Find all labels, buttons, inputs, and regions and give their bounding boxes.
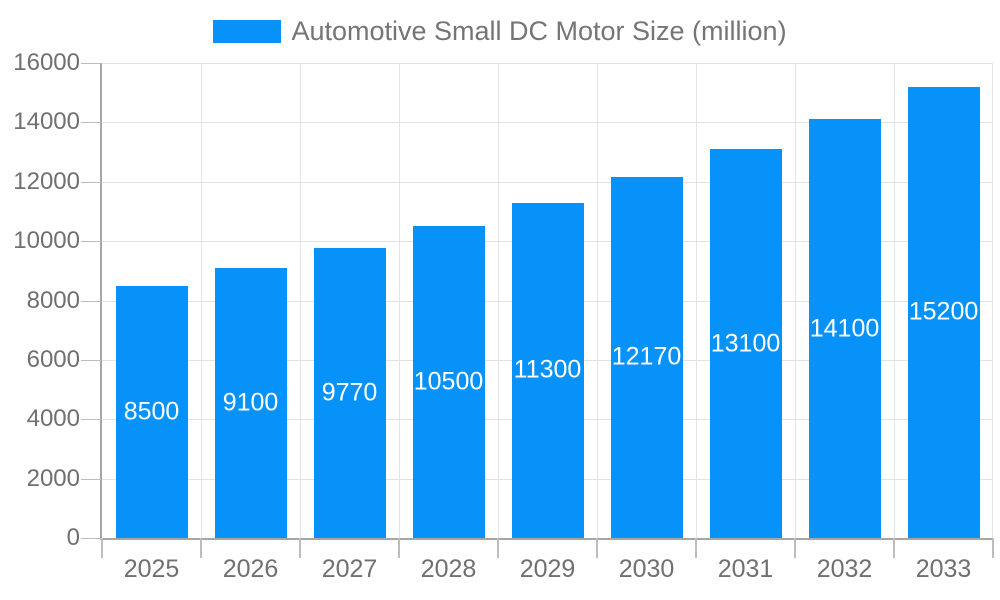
gridline-vertical bbox=[795, 63, 796, 538]
x-axis-tick bbox=[200, 538, 202, 558]
bar-value-label: 15200 bbox=[908, 297, 979, 326]
bar-value-label: 14100 bbox=[809, 314, 880, 343]
y-axis-tick-label: 12000 bbox=[13, 167, 80, 195]
plot-border-right bbox=[992, 63, 993, 538]
x-axis-tick bbox=[497, 538, 499, 558]
gridline-vertical bbox=[894, 63, 895, 538]
y-axis-tick bbox=[81, 359, 101, 361]
y-axis-tick bbox=[81, 419, 101, 421]
y-axis-tick bbox=[81, 63, 101, 64]
y-axis-tick bbox=[81, 181, 101, 183]
bar-value-label: 9770 bbox=[321, 378, 378, 407]
x-axis-tick-label: 2031 bbox=[717, 555, 774, 583]
x-axis-tick bbox=[794, 538, 796, 558]
x-axis-tick bbox=[398, 538, 400, 558]
bar-value-label: 10500 bbox=[413, 367, 484, 396]
gridline-vertical bbox=[696, 63, 697, 538]
x-axis-tick-label: 2027 bbox=[321, 555, 378, 583]
y-axis-tick bbox=[81, 478, 101, 480]
y-axis-tick bbox=[81, 241, 101, 243]
y-axis-tick-label: 14000 bbox=[13, 108, 80, 136]
y-axis-tick bbox=[81, 122, 101, 124]
plot-border-top bbox=[102, 63, 993, 64]
bar-value-label: 13100 bbox=[710, 329, 781, 358]
y-axis-tick-label: 4000 bbox=[26, 405, 80, 433]
gridline-vertical bbox=[201, 63, 202, 538]
y-axis-tick bbox=[81, 538, 101, 539]
x-axis-tick-label: 2033 bbox=[915, 555, 972, 583]
bar-value-label: 9100 bbox=[222, 388, 279, 417]
bar: 9100 bbox=[214, 267, 287, 538]
x-axis-tick-label: 2030 bbox=[618, 555, 675, 583]
y-axis-tick-label: 2000 bbox=[26, 464, 80, 492]
x-axis-tick bbox=[299, 538, 301, 558]
bar: 9770 bbox=[313, 247, 386, 538]
bar: 14100 bbox=[808, 119, 881, 538]
x-axis-tick-label: 2026 bbox=[222, 555, 279, 583]
bar-value-label: 11300 bbox=[513, 355, 582, 384]
y-axis-line bbox=[100, 63, 102, 538]
gridline-horizontal bbox=[102, 181, 993, 183]
legend-label: Automotive Small DC Motor Size (million) bbox=[291, 16, 787, 46]
y-axis-tick-label: 10000 bbox=[13, 227, 80, 255]
bar-value-label: 12170 bbox=[611, 342, 682, 371]
gridline-vertical bbox=[399, 63, 400, 538]
bar: 10500 bbox=[412, 226, 485, 538]
y-axis-tick-label: 16000 bbox=[13, 49, 80, 76]
x-axis-tick bbox=[596, 538, 598, 558]
bar: 11300 bbox=[511, 202, 584, 538]
gridline-vertical bbox=[300, 63, 301, 538]
bar: 13100 bbox=[709, 149, 782, 538]
gridline-horizontal bbox=[102, 122, 993, 124]
x-axis-tick-label: 2032 bbox=[816, 555, 873, 583]
x-axis-tick-label: 2025 bbox=[123, 555, 180, 583]
plot-area: 8500 9100 9770 10500 11300 12170 13100 14100 152… bbox=[81, 63, 994, 558]
chart-legend: Automotive Small DC Motor Size (million) bbox=[0, 15, 1000, 47]
x-axis-line bbox=[100, 538, 993, 540]
bar: 8500 bbox=[115, 285, 188, 538]
x-axis-tick bbox=[992, 538, 994, 558]
x-axis-tick bbox=[101, 538, 103, 558]
x-axis-tick bbox=[695, 538, 697, 558]
y-axis-tick-label: 0 bbox=[66, 524, 80, 551]
x-axis-tick-label: 2028 bbox=[420, 555, 477, 583]
bar: 12170 bbox=[610, 176, 683, 538]
y-axis-tick-label: 6000 bbox=[26, 345, 80, 373]
legend-swatch bbox=[213, 19, 282, 43]
y-axis-tick bbox=[81, 300, 101, 302]
bar: 15200 bbox=[907, 86, 980, 538]
x-axis-tick-label: 2029 bbox=[519, 555, 576, 583]
gridline-vertical bbox=[498, 63, 499, 538]
gridline-vertical bbox=[597, 63, 598, 538]
bar-value-label: 8500 bbox=[123, 397, 180, 426]
y-axis-tick-label: 8000 bbox=[26, 286, 80, 314]
x-axis-tick bbox=[893, 538, 895, 558]
